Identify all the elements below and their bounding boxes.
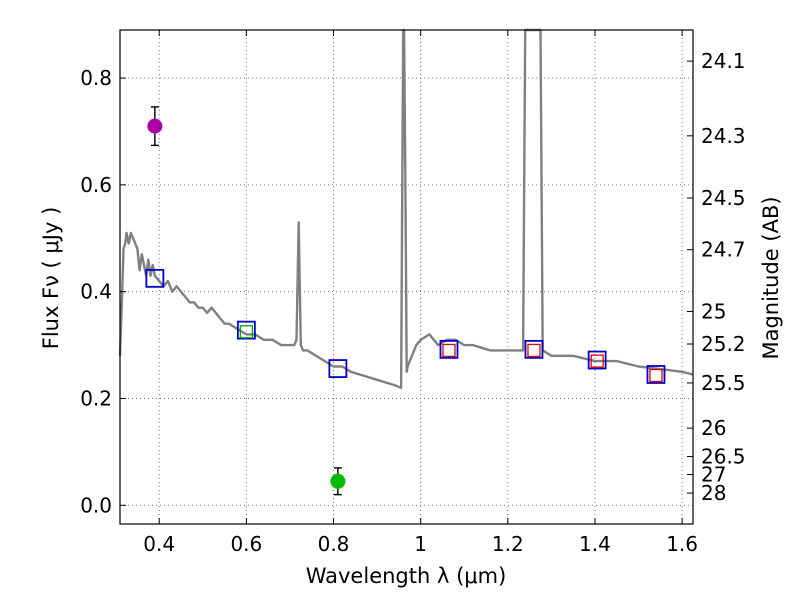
mag-tick-label: 24.1 xyxy=(701,49,746,73)
observed-photometry-square xyxy=(442,343,456,358)
y-tick-label: 0.0 xyxy=(80,493,112,517)
mag-tick-label: 24.3 xyxy=(701,124,746,148)
observed-photometry-square xyxy=(590,354,604,368)
mag-tick-label: 27 xyxy=(701,463,726,487)
model-photometry-square xyxy=(524,339,544,359)
mag-tick-label: 25 xyxy=(701,299,726,323)
y-tick-label: 0.6 xyxy=(80,173,112,197)
x-tick-label: 0.4 xyxy=(143,532,175,556)
x-tick-label: 1.6 xyxy=(666,532,698,556)
green-detection-point xyxy=(330,473,346,489)
x-tick-label: 1 xyxy=(414,532,427,556)
mag-tick-label: 24.5 xyxy=(701,186,746,210)
observed-photometry-square xyxy=(527,343,541,358)
model-photometry-square xyxy=(145,268,165,288)
observed-photometry-square xyxy=(649,368,663,383)
mag-tick-label: 25.2 xyxy=(701,332,746,356)
mag-tick-label: 26 xyxy=(701,416,726,440)
model-photometry-square xyxy=(646,365,666,384)
x-tick-label: 0.6 xyxy=(230,532,262,556)
x-tick-label: 1.4 xyxy=(579,532,611,556)
magenta-detection-point xyxy=(147,118,163,134)
model-photometry-square xyxy=(236,320,256,340)
plot-frame xyxy=(119,29,694,525)
mag-tick-label: 26.5 xyxy=(701,445,746,469)
green-photometry-square xyxy=(239,325,254,339)
y-tick-label: 0.2 xyxy=(80,386,112,410)
y-axis-label: Flux Fν ( μJy ) xyxy=(39,207,63,350)
series-layer xyxy=(118,28,694,496)
x-axis-label: Wavelength λ (μm) xyxy=(306,564,507,588)
mag-tick-label: 24.7 xyxy=(701,238,746,262)
y-tick-label: 0.4 xyxy=(80,280,112,304)
mag-tick-label: 25.5 xyxy=(701,371,746,395)
y-axis-right-label: Magnitude (AB) xyxy=(759,196,783,359)
axis-ticks: 0.4 0.6 0.8 1 1.2 1.4 1.6 0.0 0.2 0.4 0.6 0.8 24.1 24… xyxy=(80,30,746,556)
model-photometry-square xyxy=(439,339,459,359)
mag-tick-label: 28 xyxy=(701,481,726,505)
x-tick-label: 0.8 xyxy=(318,532,350,556)
model-photometry-square xyxy=(587,350,607,370)
model-photometry-square xyxy=(328,359,348,378)
y-tick-label: 0.8 xyxy=(80,66,112,90)
x-tick-label: 1.2 xyxy=(492,532,524,556)
